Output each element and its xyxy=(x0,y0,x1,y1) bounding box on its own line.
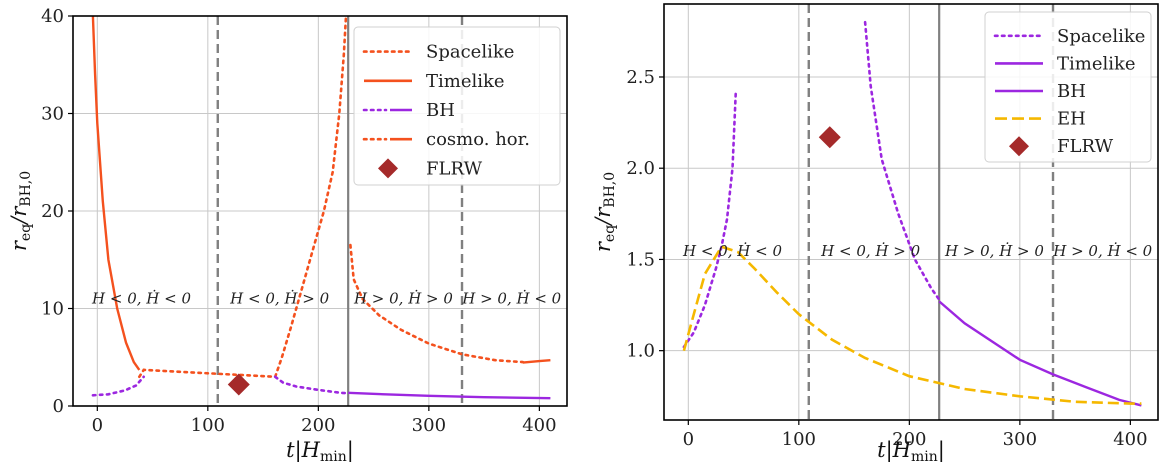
y-tick-label: 1.5 xyxy=(626,249,655,270)
series-lines xyxy=(91,14,551,400)
region-label: H < 0, Ḣ < 0 xyxy=(91,290,191,308)
series-line-eh xyxy=(682,245,1142,405)
legend-label: cosmo. hor. xyxy=(426,129,530,150)
region-labels: H < 0, Ḣ < 0 H < 0, Ḣ > 0 H > 0, Ḣ > 0 H > … xyxy=(682,242,1153,260)
x-tick-label: 0 xyxy=(92,415,103,436)
x-tick-label: 300 xyxy=(1003,429,1037,450)
region-label: H > 0, Ḣ > 0 xyxy=(353,290,453,308)
legend-label: Timelike xyxy=(1057,53,1136,74)
y-tick-label: 2.0 xyxy=(626,158,655,179)
flrw-marker xyxy=(227,373,250,396)
x-tick-label: 400 xyxy=(522,415,556,436)
x-axis-label: t|Hmin| xyxy=(286,438,354,465)
legend-label: Timelike xyxy=(426,71,505,92)
y-axis-label: req/rBH,0 xyxy=(591,172,618,252)
legend-label: Spacelike xyxy=(1057,26,1145,47)
series-line-timelike xyxy=(91,15,141,371)
y-tick-label: 0 xyxy=(53,396,64,417)
region-label: H < 0, Ḣ > 0 xyxy=(820,242,920,260)
tick-labels: 0 100 200 300 400 1.0 1.5 2.0 2.5 xyxy=(626,67,1147,450)
y-tick-label: 10 xyxy=(41,299,64,320)
legend-label: FLRW xyxy=(1057,136,1114,157)
legend-flrw-marker xyxy=(378,158,398,179)
series-lines xyxy=(682,20,1142,407)
tick-labels: 0 100 200 300 400 0 10 20 30 40 xyxy=(41,6,556,436)
x-tick-label: 200 xyxy=(301,415,335,436)
legend-box xyxy=(984,11,1152,163)
right-panel: H < 0, Ḣ < 0 H < 0, Ḣ > 0 H > 0, Ḣ > 0 H > … xyxy=(591,3,1159,465)
legend-label: Spacelike xyxy=(426,42,514,63)
region-boundaries xyxy=(807,4,1055,420)
series-line-spacelike xyxy=(349,243,525,364)
series-line-spacelike xyxy=(138,14,348,379)
region-label: H > 0, Ḣ < 0 xyxy=(1052,242,1152,260)
legend: Spacelike Timelike BH EH FLRW xyxy=(984,11,1152,163)
region-label: H < 0, Ḣ < 0 xyxy=(682,242,782,260)
region-labels: H < 0, Ḣ < 0 H < 0, Ḣ > 0 H > 0, Ḣ > 0 H > … xyxy=(91,290,562,308)
series-line-timelike xyxy=(938,300,1142,407)
legend-label: BH xyxy=(1057,81,1086,102)
flrw-markers xyxy=(227,373,250,396)
region-label: H < 0, Ḣ > 0 xyxy=(229,290,329,308)
region-label: H > 0, Ḣ < 0 xyxy=(461,290,561,308)
flrw-marker xyxy=(818,126,841,149)
x-tick-label: 100 xyxy=(191,415,225,436)
legend-flrw-marker xyxy=(1009,136,1029,157)
legend: Spacelike Timelike BH cosmo. hor. FLRW xyxy=(353,26,561,186)
legend-label: BH xyxy=(426,100,455,121)
x-tick-label: 300 xyxy=(412,415,446,436)
series-line-bh xyxy=(273,375,350,395)
series-line-timelike xyxy=(522,359,551,364)
x-tick-label: 0 xyxy=(683,429,694,450)
series-line-spacelike xyxy=(682,90,738,349)
x-tick-label: 100 xyxy=(782,429,816,450)
x-tick-label: 200 xyxy=(892,429,926,450)
left-panel: H < 0, Ḣ < 0 H < 0, Ḣ > 0 H > 0, Ḣ > 0 H > … xyxy=(7,6,568,465)
y-tick-label: 40 xyxy=(41,6,64,27)
region-label: H > 0, Ḣ > 0 xyxy=(944,242,1044,260)
y-axis-label: req/rBH,0 xyxy=(7,171,34,251)
y-tick-label: 30 xyxy=(41,104,64,125)
legend-label: FLRW xyxy=(426,158,483,179)
x-tick-label: 400 xyxy=(1113,429,1147,450)
series-line-bh xyxy=(348,391,551,400)
y-tick-label: 1.0 xyxy=(626,341,655,362)
series-line-spacelike xyxy=(863,20,941,301)
legend-box xyxy=(353,26,561,186)
legend-label: EH xyxy=(1057,109,1086,130)
y-tick-label: 20 xyxy=(41,201,64,222)
flrw-markers xyxy=(818,126,841,149)
y-tick-label: 2.5 xyxy=(626,67,655,88)
series-line-bh xyxy=(91,375,145,397)
plot-frame xyxy=(663,3,1159,421)
